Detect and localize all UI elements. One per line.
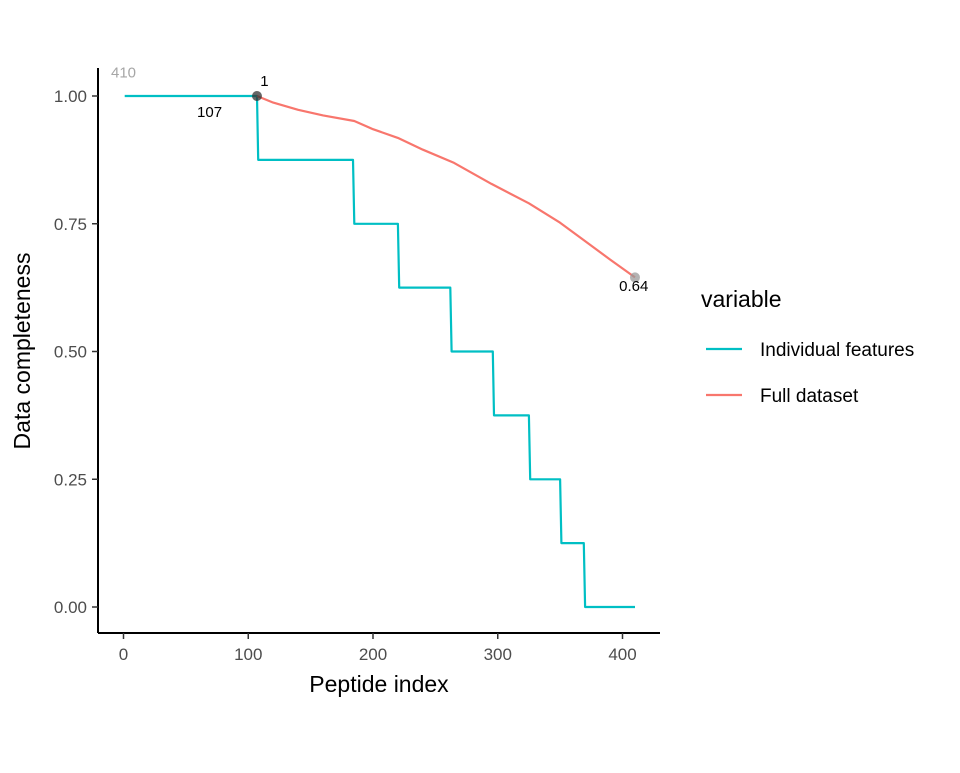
annotation-2: 107 <box>197 104 222 121</box>
x-tick-label: 100 <box>234 645 262 664</box>
series-line-0 <box>124 94 635 609</box>
x-tick-label: 0 <box>119 645 128 664</box>
y-tick-label: 0.00 <box>54 598 87 617</box>
y-tick-label: 1.00 <box>54 87 87 106</box>
x-tick-label: 300 <box>484 645 512 664</box>
series-line-1 <box>256 94 636 279</box>
x-axis-title: Peptide index <box>309 671 449 697</box>
highlight-point-0 <box>251 91 262 101</box>
legend: variable Individual features Full dataset <box>701 286 914 407</box>
annotation-3: 0.64 <box>619 278 648 295</box>
annotation-1: 1 <box>260 73 268 90</box>
highlight-point-1 <box>629 272 640 283</box>
axes: 0 100 200 300 400 0.00 0.25 0.50 0.75 1.00 <box>54 87 637 664</box>
annotation-0: 410 <box>111 65 136 82</box>
y-axis-title: Data completeness <box>9 253 35 450</box>
x-tick-label: 200 <box>359 645 387 664</box>
legend-title: variable <box>701 286 782 312</box>
plot-area: 410 1 107 0.64 <box>111 65 648 609</box>
y-tick-label: 0.25 <box>54 470 87 489</box>
x-tick-label: 400 <box>608 645 636 664</box>
legend-label-1: Full dataset <box>760 386 859 407</box>
legend-label-0: Individual features <box>760 340 914 361</box>
y-tick-label: 0.50 <box>54 343 87 362</box>
y-tick-label: 0.75 <box>54 215 87 234</box>
